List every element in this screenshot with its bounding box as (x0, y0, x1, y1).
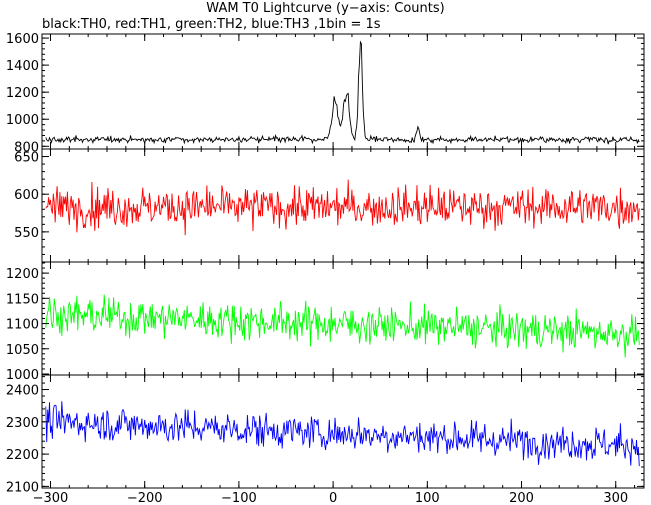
chart-subtitle: black:TH0, red:TH1, green:TH2, blue:TH3 … (42, 17, 381, 32)
series-line-th3 (45, 401, 640, 467)
panel-frame (41, 33, 645, 150)
x-tick-label: 200 (509, 491, 534, 505)
y-tick-label: 1150 (6, 292, 39, 307)
y-tick-label: 650 (14, 151, 39, 166)
y-tick-label: 2200 (6, 448, 39, 463)
y-tick-label: 2400 (6, 384, 39, 399)
panel-th0: 800 1000 1200 1400 1600 (6, 32, 645, 155)
y-tick-label: 550 (14, 226, 39, 241)
panel-th1: 550 600 650 (14, 148, 645, 263)
y-tick-label: 1000 (6, 368, 39, 383)
x-tick-label: −100 (221, 491, 257, 505)
x-tick-label: −200 (127, 491, 163, 505)
x-tick-label: 100 (415, 491, 440, 505)
x-tick-label: 0 (329, 491, 337, 505)
panels-group: 800 1000 1200 1400 1600 550 600 650 1000 1050 1100… (6, 32, 645, 495)
series-line-th1 (45, 179, 640, 236)
y-tick-label: 800 (14, 140, 39, 155)
y-tick-label: 1200 (6, 267, 39, 282)
y-tick-label: 600 (14, 188, 39, 203)
y-tick-label: 1600 (6, 32, 39, 47)
series-line-th2 (45, 294, 640, 358)
y-tick-label: 2300 (6, 416, 39, 431)
chart-title: WAM T0 Lightcurve (y−axis: Counts) (206, 1, 445, 16)
y-tick-label: 2100 (6, 480, 39, 495)
y-tick-label: 1050 (6, 343, 39, 358)
series-line-th0 (45, 40, 640, 145)
x-tick-label: −300 (33, 491, 69, 505)
panel-th2: 1000 1050 1100 1150 1200 (6, 261, 645, 383)
x-tick-label: 300 (603, 491, 628, 505)
y-tick-label: 1400 (6, 59, 39, 74)
panel-th3: 2100 2200 2300 2400 (6, 374, 645, 495)
y-tick-label: 1200 (6, 86, 39, 101)
x-axis-ticks: −300 −200 −100 0 100 200 300 (33, 491, 629, 505)
panel-frame (41, 374, 645, 489)
y-tick-label: 1000 (6, 113, 39, 128)
y-tick-label: 1100 (6, 318, 39, 333)
